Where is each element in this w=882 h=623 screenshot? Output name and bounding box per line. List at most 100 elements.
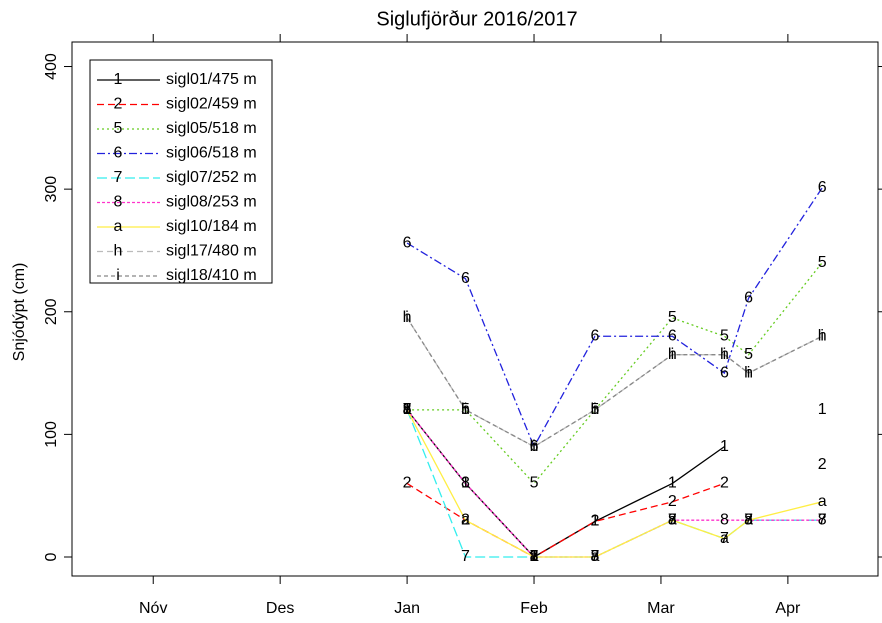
point-symbol: 6	[720, 364, 729, 381]
point-symbol: 6	[461, 270, 470, 287]
legend-label: sigl07/252 m	[166, 169, 257, 186]
legend-symbol: 2	[114, 96, 123, 113]
point-symbol: i	[593, 401, 597, 418]
legend-label: sigl17/480 m	[166, 243, 257, 260]
legend-label: sigl06/518 m	[166, 145, 257, 162]
point-symbol: h	[461, 401, 470, 418]
point-symbol: 1	[403, 401, 412, 418]
y-tick-label: 300	[43, 176, 60, 203]
series-line	[406, 187, 823, 449]
legend-symbol: 1	[114, 71, 123, 88]
legend-label: sigl08/253 m	[166, 194, 257, 211]
point-symbol: a	[403, 401, 412, 418]
chart-title: Siglufjörður 2016/2017	[376, 8, 577, 30]
series-line	[406, 409, 823, 558]
point-symbol: i	[671, 346, 675, 363]
y-tick-label: 400	[43, 53, 60, 80]
point-symbol: i	[464, 401, 468, 418]
point-symbol: h	[818, 328, 827, 345]
point-symbol: 6	[744, 289, 753, 306]
point-symbol: 1	[818, 401, 827, 418]
point-symbol: 2	[818, 456, 827, 473]
point-symbol: 5	[668, 309, 677, 326]
point-symbol: a	[461, 511, 470, 528]
legend-symbol: 7	[114, 169, 123, 186]
point-symbol: a	[720, 530, 729, 547]
plot-frame	[71, 41, 879, 577]
point-symbol: 8	[403, 401, 412, 418]
point-symbol: i	[820, 328, 824, 345]
point-symbol: 7	[461, 548, 470, 565]
series-line	[407, 262, 823, 485]
y-tick-label: 100	[43, 421, 60, 448]
point-symbol: a	[668, 511, 677, 528]
point-symbol: 5	[461, 401, 470, 418]
point-symbol: 1	[530, 548, 539, 565]
legend-symbol: 8	[114, 194, 123, 211]
point-symbol: 5	[720, 328, 729, 345]
point-symbol: 5	[403, 401, 412, 418]
point-symbol: 2	[530, 548, 539, 565]
point-symbol: 6	[530, 438, 539, 455]
point-symbol: 8	[530, 548, 539, 565]
point-symbol: i	[532, 438, 536, 455]
legend-symbol: 5	[114, 120, 123, 137]
point-symbol: i	[723, 346, 727, 363]
x-tick-label: Nóv	[139, 600, 167, 617]
y-tick-label: 0	[43, 552, 60, 561]
point-symbol: 8	[720, 511, 729, 528]
point-symbol: h	[403, 309, 412, 326]
point-symbol: i	[405, 309, 409, 326]
point-symbol: 7	[818, 511, 827, 528]
point-symbol: 8	[590, 548, 599, 565]
point-symbol: 5	[530, 475, 539, 492]
legend-label: sigl10/184 m	[166, 218, 257, 235]
point-symbol: 7	[530, 548, 539, 565]
legend-label: sigl18/410 m	[166, 267, 257, 284]
point-symbol: 5	[590, 401, 599, 418]
point-symbol: 8	[744, 511, 753, 528]
point-symbol: a	[590, 548, 599, 565]
legend-label: sigl05/518 m	[166, 120, 257, 137]
legend-label: sigl02/459 m	[166, 96, 257, 113]
point-symbol: 6	[818, 179, 827, 196]
point-symbol: 7	[403, 401, 412, 418]
point-symbol: 7	[590, 548, 599, 565]
series-line	[406, 317, 823, 448]
legend-symbol: 6	[114, 145, 123, 162]
point-symbol: h	[720, 346, 729, 363]
point-symbol: h	[590, 401, 599, 418]
point-symbol: 1	[590, 513, 599, 530]
x-tick-label: Jan	[394, 600, 420, 617]
point-symbol: 7	[744, 511, 753, 528]
point-symbol: 8	[818, 511, 827, 528]
point-symbol: 6	[668, 328, 677, 345]
legend-symbol: i	[116, 267, 120, 284]
y-axis-label: Snjódýpt (cm)	[11, 263, 28, 362]
point-symbol: 2	[720, 475, 729, 492]
point-symbol: 1	[720, 438, 729, 455]
legend-symbol: h	[114, 243, 123, 260]
point-symbol: i	[747, 364, 751, 381]
series-line	[406, 317, 823, 448]
y-tick-label: 200	[43, 298, 60, 325]
legend-box	[89, 59, 273, 284]
point-symbol: a	[530, 548, 539, 565]
point-symbol: 8	[668, 511, 677, 528]
legend-label: sigl01/475 m	[166, 71, 257, 88]
x-tick-label: Mar	[647, 600, 675, 617]
point-symbol: a	[818, 493, 827, 510]
x-tick-label: Feb	[520, 600, 548, 617]
legend-symbol: a	[114, 218, 123, 235]
point-symbol: 6	[590, 328, 599, 345]
point-symbol: 2	[590, 513, 599, 530]
point-symbol: 5	[744, 346, 753, 363]
point-symbol: 7	[668, 511, 677, 528]
point-symbol: 7	[720, 530, 729, 547]
point-symbol: h	[744, 364, 753, 381]
point-symbol: h	[530, 438, 539, 455]
point-symbol: 6	[403, 234, 412, 251]
point-symbol: 2	[668, 493, 677, 510]
x-tick-label: Apr	[775, 600, 801, 617]
